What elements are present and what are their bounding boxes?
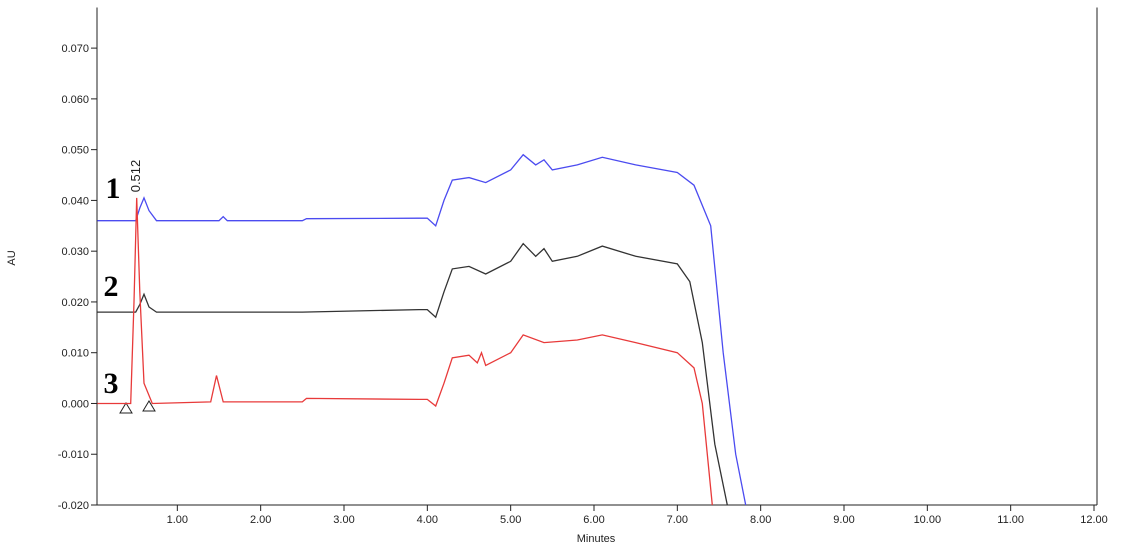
x-tick-label: 5.00 xyxy=(500,514,521,526)
y-tick-label: 0.000 xyxy=(61,398,89,410)
y-tick-label: 0.010 xyxy=(61,348,89,360)
trace-label: 2 xyxy=(104,270,119,303)
y-tick-label: 0.050 xyxy=(61,145,89,157)
trace-label: 1 xyxy=(106,172,121,205)
integration-marker xyxy=(142,400,156,412)
y-axis-label: AU xyxy=(6,250,18,265)
x-tick-label: 11.00 xyxy=(997,514,1024,526)
x-tick-label: 2.00 xyxy=(250,514,271,526)
x-tick-label: 9.00 xyxy=(833,514,854,526)
x-tick-label: 6.00 xyxy=(583,514,604,526)
x-tick-label: 10.00 xyxy=(914,514,942,526)
trace-label: 3 xyxy=(104,367,119,400)
x-tick-label: 1.00 xyxy=(167,514,188,526)
y-tick-label: 0.070 xyxy=(61,43,89,55)
y-tick-label: -0.010 xyxy=(58,449,89,461)
x-tick-label: 3.00 xyxy=(333,514,354,526)
trace xyxy=(97,197,713,506)
x-tick-label: 8.00 xyxy=(750,514,771,526)
y-tick-label: 0.040 xyxy=(61,195,89,207)
x-tick-label: 12.00 xyxy=(1080,514,1108,526)
y-tick-label: 0.020 xyxy=(61,297,89,309)
x-tick-label: 4.00 xyxy=(417,514,438,526)
trace xyxy=(97,242,728,506)
trace xyxy=(97,153,747,506)
y-tick-label: -0.020 xyxy=(58,500,89,512)
x-tick-label: 7.00 xyxy=(667,514,688,526)
y-tick-label: 0.060 xyxy=(61,94,89,106)
integration-marker xyxy=(119,402,133,414)
peak-label: 0.512 xyxy=(128,160,143,193)
x-axis-label: Minutes xyxy=(577,533,616,545)
y-tick-label: 0.030 xyxy=(61,246,89,258)
